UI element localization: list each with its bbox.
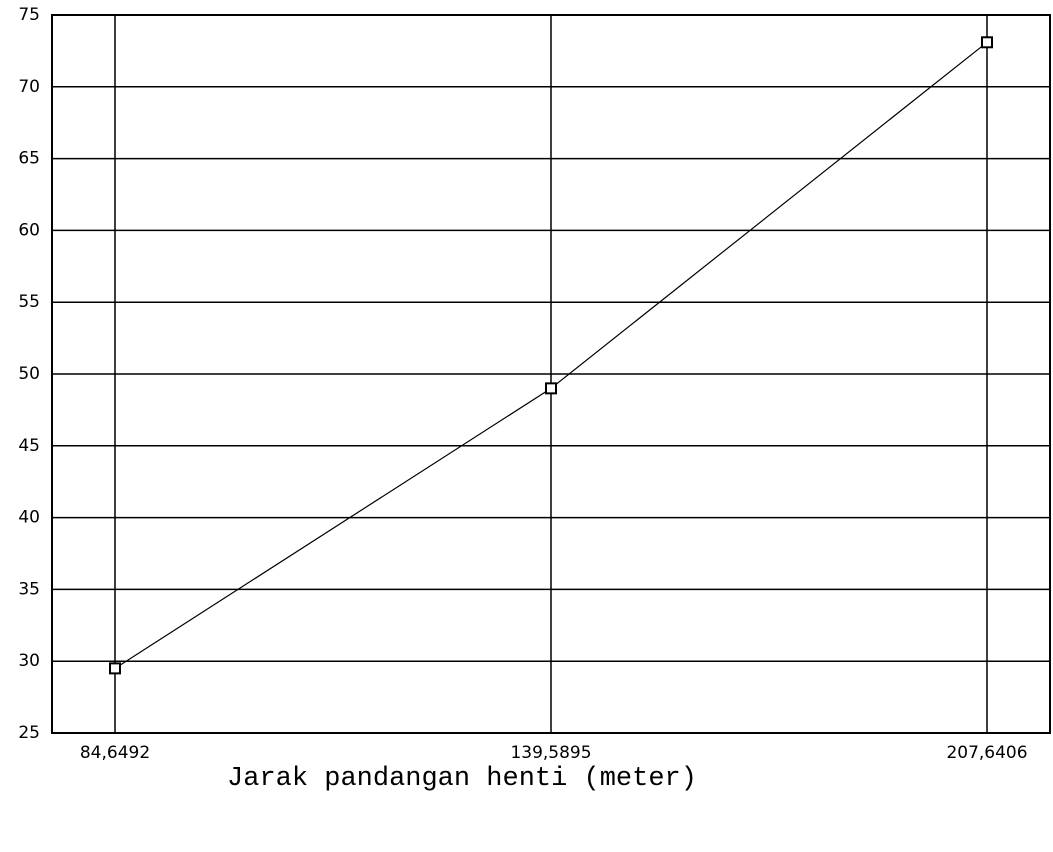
y-tick-label: 65: [18, 149, 40, 169]
data-point: [110, 663, 120, 673]
y-tick-label: 70: [18, 77, 40, 97]
x-tick-label: 207,6406: [946, 743, 1027, 763]
x-tick-label: 84,6492: [80, 743, 150, 763]
chart: Jarak pandangan henti (meter) 25 30 35 40 45…: [0, 0, 1053, 852]
y-tick-label: 60: [18, 220, 40, 240]
y-tick-label: 55: [18, 292, 40, 312]
y-tick-label: 30: [18, 651, 40, 671]
data-point: [546, 383, 556, 393]
y-tick-label: 35: [18, 579, 40, 599]
page: Jarak pandangan henti (meter) 25 30 35 40 45…: [0, 0, 1053, 852]
y-tick-label: 50: [18, 364, 40, 384]
x-tick-label: 139,5895: [510, 743, 591, 763]
y-tick-label: 25: [18, 723, 40, 743]
data-point: [982, 37, 992, 47]
y-tick-label: 45: [18, 436, 40, 456]
x-axis-label: Jarak pandangan henti (meter): [227, 764, 697, 794]
y-tick-label: 75: [18, 5, 40, 25]
y-tick-label: 40: [18, 508, 40, 528]
